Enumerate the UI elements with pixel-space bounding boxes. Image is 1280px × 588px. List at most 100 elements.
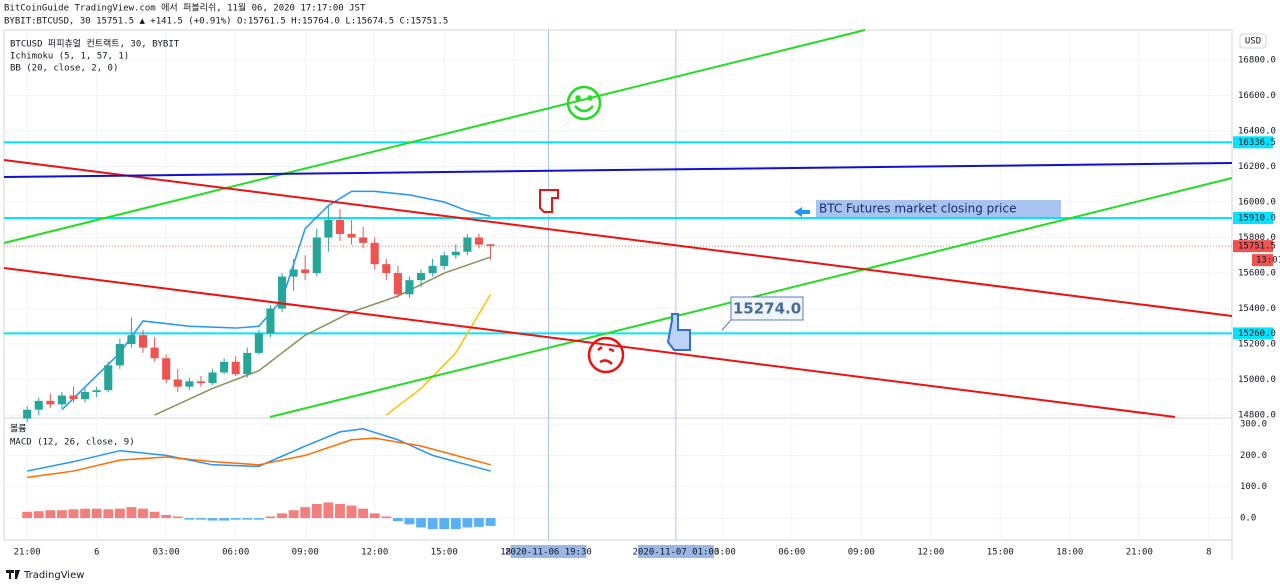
- last-price-label: 15751.5: [1238, 242, 1276, 252]
- candle-body: [335, 219, 345, 234]
- y-tick-label: 0.0: [1240, 514, 1256, 524]
- histogram-bar: [114, 508, 125, 519]
- candle-body: [463, 237, 472, 252]
- marker-label: 2020-11-07 01:00: [633, 548, 720, 558]
- x-tick-label: 15:00: [431, 548, 458, 558]
- x-tick-label: 09:00: [292, 548, 319, 558]
- histogram-bar: [172, 516, 183, 519]
- trend-line: [3, 162, 1233, 178]
- y-tick-label: 15600.0: [1238, 269, 1276, 279]
- x-tick-label: 6: [94, 548, 99, 558]
- smiley: [566, 85, 602, 121]
- x-tick-label: 21:00: [14, 548, 41, 558]
- y-tick-label: 15400.0: [1238, 304, 1276, 314]
- candle-body: [57, 395, 66, 405]
- candle-body: [451, 251, 460, 256]
- arrow-icon: [794, 207, 810, 217]
- histogram-bar: [439, 518, 450, 530]
- candle-body: [428, 265, 437, 274]
- candle-body: [405, 280, 414, 295]
- x-tick-label: 18:00: [1056, 548, 1083, 558]
- candle-body: [185, 381, 194, 387]
- annotation: 15274.0: [733, 300, 801, 318]
- indicator-line: [27, 437, 491, 479]
- indicator-line: [154, 256, 491, 416]
- annotation-box: [730, 296, 804, 321]
- candle-body: [474, 237, 484, 245]
- histogram-bar: [219, 518, 230, 521]
- unit-label[interactable]: USD: [1245, 37, 1261, 47]
- histogram-bar: [230, 518, 241, 520]
- y-tick-label: 16200.0: [1238, 162, 1276, 172]
- y-tick-label: 100.0: [1240, 482, 1267, 492]
- candle-body: [104, 365, 113, 391]
- candle-body: [382, 264, 391, 274]
- countdown-box: [1252, 254, 1273, 267]
- histogram-bar: [161, 514, 172, 519]
- price-label-box: [1233, 136, 1273, 149]
- histogram-bar: [103, 509, 114, 519]
- histogram-bar: [474, 518, 484, 527]
- candle-body: [440, 255, 449, 266]
- candle-body: [46, 400, 55, 405]
- histogram-bar: [416, 518, 426, 528]
- indicator-line: [27, 428, 491, 472]
- candle-body: [138, 335, 148, 348]
- candle-body: [196, 381, 205, 384]
- histogram-bar: [346, 505, 357, 519]
- x-tick-label: 09:00: [848, 548, 875, 558]
- x-tick-label: 03:00: [709, 548, 736, 558]
- x-tick-label: 12:00: [361, 548, 388, 558]
- histogram-bar: [22, 511, 33, 519]
- candle-body: [486, 244, 495, 247]
- histogram-bar: [485, 518, 496, 526]
- y-tick-label: 16800.0: [1238, 56, 1276, 66]
- histogram-bar: [207, 518, 218, 521]
- indicator-line: [385, 293, 492, 416]
- histogram-bar: [184, 518, 195, 520]
- pointing-hand-icon: [666, 313, 691, 351]
- histogram-bar: [45, 510, 56, 519]
- candle-body: [231, 361, 240, 375]
- pointing-hand-icon: [539, 189, 559, 213]
- histogram-bar: [196, 518, 206, 520]
- unit-box[interactable]: [1239, 33, 1267, 49]
- histogram-bar: [381, 516, 392, 519]
- pane-title: MACD (12, 26, close, 9): [10, 438, 135, 448]
- candle-body: [115, 344, 124, 366]
- histogram-bar: [126, 507, 137, 519]
- histogram-bar: [450, 518, 461, 530]
- y-tick-label: 15000.0: [1238, 375, 1276, 385]
- marker-label: 2020-11-06 19:30: [505, 548, 592, 558]
- candle-body: [34, 400, 43, 410]
- candle-body: [277, 276, 287, 309]
- candle-body: [220, 361, 229, 373]
- candle-body: [150, 347, 159, 359]
- x-tick-label: 03:00: [153, 548, 180, 558]
- y-tick-label: 14800.0: [1238, 411, 1276, 421]
- y-tick-label: 16400.0: [1238, 127, 1276, 137]
- candle-body: [127, 335, 136, 345]
- price-label: 15910.0: [1238, 213, 1276, 223]
- histogram-bar: [300, 507, 311, 519]
- annotation: BTC Futures market closing price: [819, 202, 1017, 216]
- candle-body: [254, 333, 263, 353]
- candle-body: [243, 352, 252, 375]
- histogram-bar: [149, 511, 160, 519]
- footer-logo: TradingView: [23, 570, 84, 581]
- histogram-bar: [335, 503, 345, 519]
- histogram-bar: [358, 508, 369, 519]
- candle-body: [312, 237, 321, 274]
- histogram-bar: [265, 516, 276, 519]
- candle-body: [162, 358, 171, 380]
- histogram-bar: [33, 511, 44, 519]
- candle-body: [324, 219, 333, 238]
- indicator-line: [61, 190, 491, 411]
- y-tick-label: 15200.0: [1238, 340, 1276, 350]
- candle-body: [347, 233, 356, 238]
- histogram-bar: [288, 510, 299, 519]
- x-tick-label: 21:00: [1126, 548, 1153, 558]
- histogram-bar: [323, 502, 334, 519]
